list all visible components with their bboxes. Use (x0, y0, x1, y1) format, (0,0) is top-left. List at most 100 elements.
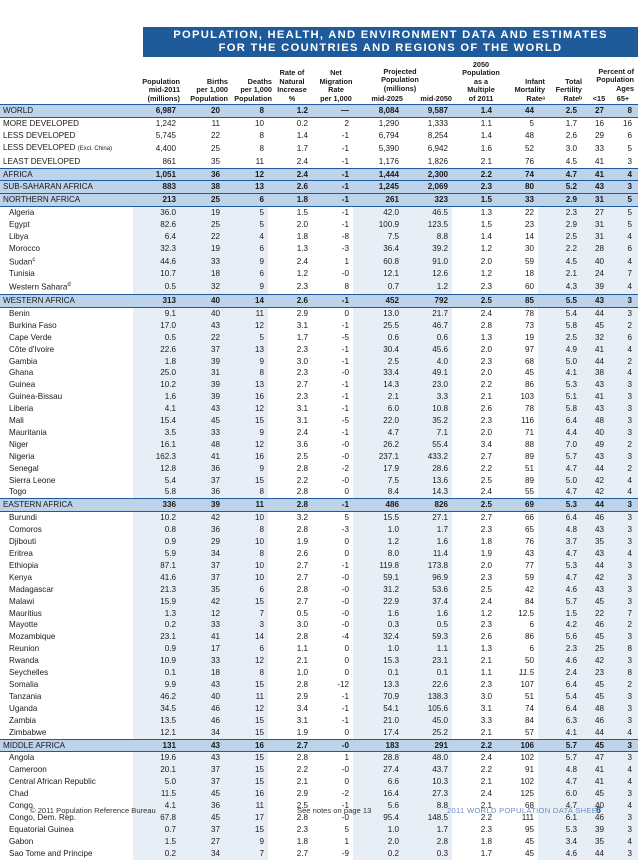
cell: 1.1 (480, 118, 492, 128)
cell: 4 (607, 343, 638, 356)
cell: 2.3 (480, 572, 492, 582)
country-row: Mauritania 3.5 33 9 2.4 -1 4.7 7.1 2.0 71 4.4 40 3 (0, 426, 638, 439)
cell: 2 (607, 319, 638, 332)
cell: 3.6 (296, 439, 308, 449)
cell: 12.1 (353, 268, 403, 281)
cell: 1.6 (480, 143, 492, 153)
cell: 10.2 (133, 511, 180, 525)
cell: 4.7 (538, 800, 581, 812)
row-name: Tanzania (0, 691, 133, 703)
cell: 2.3 (480, 620, 492, 630)
row-name: Cape Verde (0, 332, 133, 344)
cell: 5 (224, 206, 268, 220)
cell: 1.7 (480, 848, 492, 858)
cell: 0.5 (403, 619, 452, 632)
cell: 4.4 (538, 426, 581, 439)
cell: 40 (180, 690, 224, 703)
cell: 41 (581, 167, 607, 182)
cell: 4.3 (538, 280, 581, 295)
cell: 3.3 (403, 391, 452, 404)
row-name: Nigeria (0, 451, 133, 463)
cell: 12 (224, 167, 268, 182)
cell: 43 (581, 583, 607, 596)
cell: 32 (581, 331, 607, 344)
cell: -0 (341, 572, 349, 582)
cell: 4,400 (155, 143, 176, 153)
row-name-text: Western Sahara (9, 283, 68, 293)
cell: 29 (594, 130, 604, 140)
cell: 0 (344, 656, 349, 666)
cell: 10.7 (133, 268, 180, 281)
cell: 41 (581, 343, 607, 356)
cell: 125 (520, 789, 534, 799)
col-mid2050: mid-2050 (420, 93, 452, 103)
cell: 1.5 (538, 607, 581, 620)
cell: 0 (344, 777, 349, 787)
cell: 27.3 (403, 788, 452, 801)
cell: 5.4 (133, 474, 180, 487)
cell: 25.0 (133, 367, 180, 380)
cell: 1.2 (353, 536, 403, 548)
cell: 3 (607, 847, 638, 860)
cell: 5 (607, 206, 638, 220)
cell: 0.2 (353, 847, 403, 860)
cell: 1.9 (480, 549, 492, 558)
cell: 46 (581, 811, 607, 824)
cell: 20.1 (133, 764, 180, 777)
cell: 11 (255, 156, 264, 166)
cell: 36.0 (133, 206, 180, 220)
row-name: Djibouti (0, 536, 133, 548)
cell: 12 (224, 403, 268, 416)
country-row: Madagascar 21.3 35 6 2.8 -0 31.2 53.6 2.5 42 4.6 43… (0, 583, 638, 596)
cell: 57 (524, 727, 534, 737)
row-name: MORE DEVELOPED (0, 117, 133, 129)
cell: 2.3 (480, 282, 492, 292)
cell: 1,176 (378, 156, 399, 166)
cell: 2.4 (480, 753, 492, 763)
row-name-text: Benin (9, 308, 30, 318)
cell: 38 (180, 180, 224, 195)
cell: 2.4 (296, 427, 308, 437)
cell: 3.0 (296, 356, 308, 366)
cell: 1.1 (296, 644, 308, 654)
cell: 2.9 (538, 219, 581, 232)
cell: 3 (607, 751, 638, 765)
cell: 433.2 (403, 450, 452, 463)
cell: 6.0 (353, 403, 403, 416)
cell: 39 (180, 355, 224, 368)
title-line-1: POPULATION, HEALTH, AND ENVIRONMENT DATA… (173, 29, 608, 41)
cell: 826 (403, 498, 452, 513)
row-name: Mauritius (0, 608, 133, 620)
cell: 68 (524, 356, 534, 366)
cell: 36 (180, 524, 224, 537)
cell: 35 (180, 583, 224, 596)
cell: 21.7 (403, 307, 452, 320)
row-name: Central African Republic (0, 776, 133, 788)
row-name-text: Mauritius (9, 608, 42, 618)
cell: 5,745 (155, 130, 176, 140)
cell: 2.8 (480, 320, 492, 330)
cell: 1,242 (155, 118, 176, 128)
cell: 2.3 (452, 180, 496, 195)
cell: 55.4 (403, 438, 452, 451)
cell: 45.0 (403, 714, 452, 727)
cell: 8 (607, 667, 638, 679)
cell: -1 (341, 156, 349, 166)
cell: 42 (180, 511, 224, 525)
cell: 2 (607, 462, 638, 475)
col-ages: Percent of Population Ages (596, 66, 634, 93)
cell: 16 (594, 118, 604, 128)
cell: 3.2 (296, 513, 308, 523)
cell: 32.3 (133, 242, 180, 255)
cell: 9,587 (403, 104, 452, 118)
col-over65: 65+ (616, 93, 630, 103)
cell: 10 (224, 571, 268, 584)
cell: 1.7 (296, 332, 308, 342)
country-row: Sierra Leone 5.4 37 15 2.2 -0 7.5 13.6 2.5 89 5.0 4… (0, 474, 638, 487)
cell: 8 (607, 643, 638, 656)
cell: 11 (224, 800, 268, 812)
cell: 4 (607, 280, 638, 295)
row-name: Egypt (0, 219, 133, 231)
cell: 7 (224, 607, 268, 620)
cell: 10.3 (403, 776, 452, 789)
